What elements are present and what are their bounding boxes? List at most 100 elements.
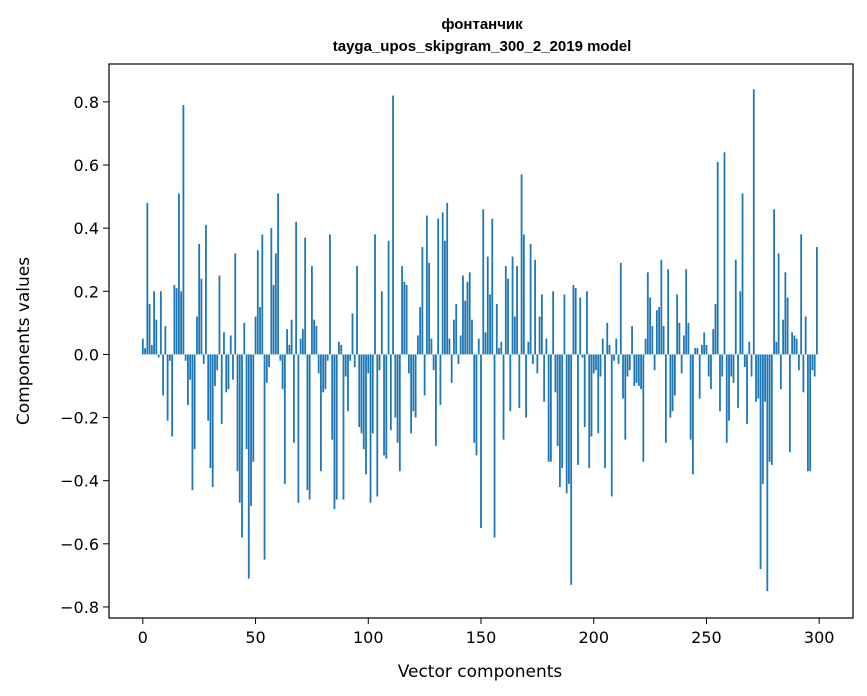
bar-101: [369, 354, 372, 503]
bar-98: [362, 354, 365, 450]
bar-202: [597, 354, 600, 434]
bar-165: [513, 316, 516, 355]
bar-2: [146, 202, 149, 355]
bar-85: [333, 354, 336, 510]
bar-173: [531, 354, 534, 364]
bar-192: [574, 288, 577, 355]
bar-59: [274, 253, 277, 355]
bar-238: [678, 322, 681, 355]
bar-162: [507, 278, 509, 355]
bar-121: [414, 354, 417, 418]
bar-82: [326, 354, 329, 361]
bar-117: [405, 284, 408, 355]
bar-153: [486, 256, 489, 355]
bar-21: [189, 354, 192, 380]
y-tick-label: −0.8: [60, 598, 99, 617]
bar-236: [673, 354, 676, 396]
bar-76: [313, 319, 316, 355]
bar-49: [252, 354, 255, 462]
y-axis-ticks: −0.8 −0.6 −0.4 −0.2 0.0 0.2 0.4 0.6 0.8: [60, 93, 109, 617]
bar-288: [791, 332, 794, 355]
bar-127: [428, 262, 431, 355]
bar-23: [193, 354, 196, 450]
bar-226: [651, 326, 654, 355]
bar-191: [572, 284, 575, 355]
bar-139: [455, 303, 458, 355]
bar-61: [279, 354, 282, 361]
bar-275: [761, 354, 764, 484]
bar-212: [619, 262, 622, 355]
x-axis-label: Vector components: [398, 662, 563, 682]
bar-8: [159, 291, 162, 355]
bar-100: [367, 354, 370, 374]
bar-28: [205, 224, 207, 355]
bar-72: [304, 237, 307, 355]
bar-1: [144, 348, 146, 355]
bar-35: [220, 354, 223, 424]
y-tick-label: 0.4: [74, 219, 99, 238]
bar-138: [453, 319, 455, 355]
bar-70: [299, 338, 302, 355]
bar-50: [254, 316, 257, 355]
bar-268: [746, 354, 748, 424]
bar-163: [509, 354, 512, 412]
bar-97: [360, 354, 363, 434]
bar-20: [187, 354, 189, 405]
bar-156: [493, 354, 496, 538]
bar-177: [540, 294, 543, 355]
bar-249: [703, 332, 706, 355]
bar-193: [577, 354, 579, 465]
bar-39: [229, 335, 232, 355]
y-tick-label: −0.2: [60, 409, 99, 428]
bar-10: [164, 326, 167, 355]
bar-284: [782, 319, 785, 355]
bar-291: [797, 354, 800, 371]
bar-254: [714, 303, 717, 355]
bar-297: [811, 354, 814, 371]
bar-178: [543, 354, 546, 402]
y-tick-label: 0.8: [74, 93, 99, 112]
bar-277: [766, 354, 769, 592]
bar-81: [324, 354, 327, 390]
bar-266: [741, 193, 744, 355]
plot-frame: [108, 63, 854, 619]
bar-233: [667, 269, 670, 355]
bar-201: [595, 354, 597, 371]
bar-195: [581, 354, 584, 358]
bar-106: [380, 291, 383, 355]
bar-17: [180, 291, 183, 355]
bar-190: [570, 354, 573, 585]
bar-183: [554, 354, 557, 393]
bar-132: [439, 354, 442, 405]
bar-240: [683, 335, 685, 355]
bar-102: [371, 354, 374, 434]
bar-271: [752, 89, 755, 355]
bar-231: [662, 326, 665, 355]
bar-42: [236, 354, 239, 472]
bar-215: [626, 354, 629, 377]
bar-228: [655, 310, 658, 355]
bar-287: [788, 354, 791, 453]
bar-16: [177, 193, 180, 355]
bar-210: [615, 338, 618, 355]
bar-52: [259, 307, 261, 355]
bar-237: [676, 294, 679, 355]
bar-209: [613, 354, 615, 361]
bar-179: [545, 338, 548, 355]
bar-257: [721, 354, 724, 377]
bar-172: [529, 243, 532, 355]
bar-137: [450, 354, 453, 383]
bar-4: [150, 344, 153, 355]
bar-276: [764, 354, 766, 402]
bar-244: [692, 354, 694, 475]
bar-222: [642, 354, 645, 462]
bar-248: [701, 344, 703, 355]
bar-184: [556, 354, 559, 446]
bar-31: [211, 354, 214, 487]
bar-198: [588, 354, 591, 469]
bar-149: [477, 338, 480, 355]
bar-298: [813, 354, 816, 377]
bar-261: [730, 354, 733, 377]
bar-96: [358, 354, 361, 428]
bar-6: [155, 319, 158, 355]
